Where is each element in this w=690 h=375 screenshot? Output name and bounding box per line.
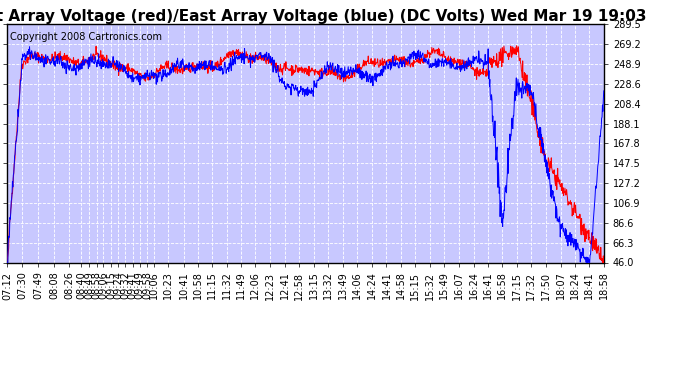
Text: West Array Voltage (red)/East Array Voltage (blue) (DC Volts) Wed Mar 19 19:03: West Array Voltage (red)/East Array Volt… [0,9,647,24]
Text: Copyright 2008 Cartronics.com: Copyright 2008 Cartronics.com [10,32,162,42]
